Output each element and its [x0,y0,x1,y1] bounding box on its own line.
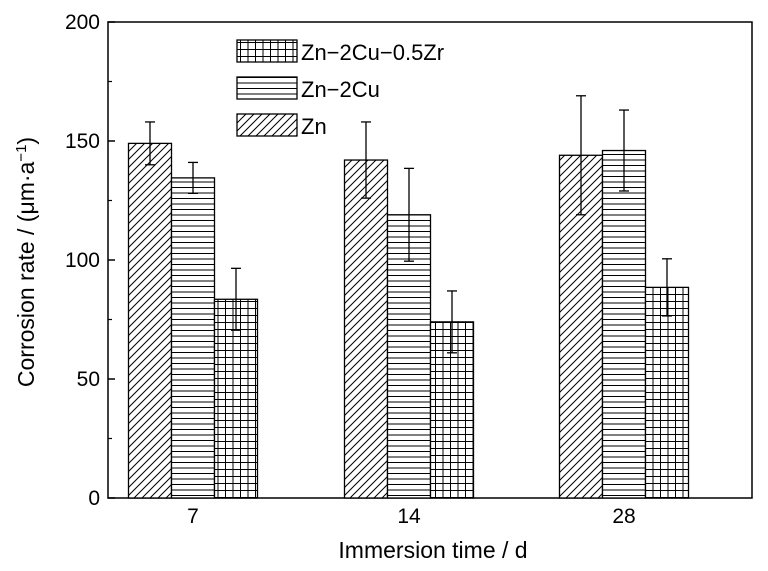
y-axis-label-main: Corrosion rate / (μm·a [13,161,39,387]
bar [213,298,259,499]
x-tick-label: 14 [397,505,421,528]
error-bar [576,95,586,216]
error-bar [404,167,414,262]
bar [601,149,647,499]
y-tick-label: 100 [65,249,100,272]
error-bar [447,290,457,354]
y-tick-label: 0 [88,487,100,510]
error-bar [361,121,371,199]
y-axis-label: Corrosion rate / (μm·a−1) [13,137,40,387]
error-bar [231,267,241,331]
bar [343,159,389,499]
error-bar [662,258,672,317]
x-tick-label: 7 [187,505,199,528]
legend-label: Zn−2Cu [301,77,380,102]
legend-label: Zn [301,114,327,139]
bar [644,286,690,499]
error-bar [188,161,198,195]
y-tick-label: 150 [65,130,100,153]
legend-swatch [236,113,298,137]
x-tick-label: 28 [612,505,635,528]
bar [386,214,432,499]
y-tick-label: 50 [77,368,100,391]
legend-swatch [236,76,298,100]
bar [127,142,173,499]
y-axis-label-tail: ) [13,137,39,145]
legend: Zn−2Cu−0.5Zr Zn−2Cu Zn [236,39,444,139]
bar [170,177,216,499]
error-bar [619,109,629,192]
x-axis-label: Immersion time / d [338,537,527,563]
error-bar [145,121,155,166]
legend-label: Zn−2Cu−0.5Zr [301,40,444,65]
y-axis-label-sup: −1 [13,145,30,162]
legend-swatch [236,39,298,63]
y-tick-label: 200 [65,11,100,34]
